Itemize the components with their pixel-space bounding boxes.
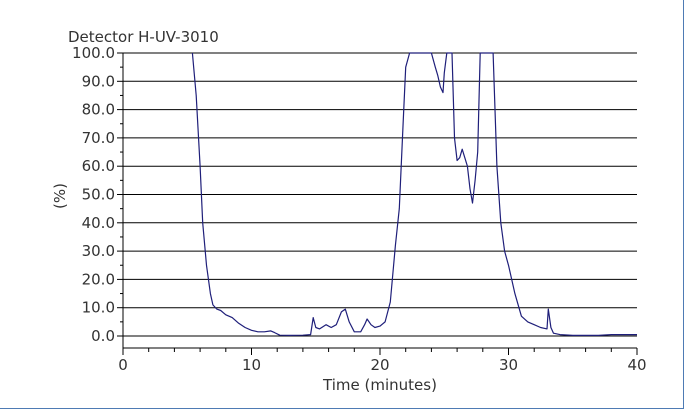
y-tick-label: 30.0 <box>82 242 115 260</box>
series-line <box>191 52 637 336</box>
x-tick-label: 40 <box>627 356 646 374</box>
y-tick-label: 70.0 <box>82 129 115 147</box>
y-tick-label: 60.0 <box>82 157 115 175</box>
y-axis: 0.0 10.0 20.0 30.0 40.0 50.0 60.0 70.0 80.0 90.0 1… <box>72 44 124 348</box>
x-axis: 0 10 20 30 40 <box>118 347 647 374</box>
y-tick-label: 90.0 <box>82 72 115 90</box>
y-tick-label: 0.0 <box>91 327 115 345</box>
y-tick-label: 80.0 <box>82 101 115 119</box>
x-axis-title: Time (minutes) <box>322 376 437 394</box>
x-tick-label: 0 <box>118 356 128 374</box>
series-group <box>191 52 637 336</box>
y-tick-label: 50.0 <box>82 186 115 204</box>
gridlines <box>123 52 637 337</box>
y-tick-label: 100.0 <box>72 44 115 62</box>
chart-title: Detector H-UV-3010 <box>68 28 219 46</box>
y-tick-label: 20.0 <box>82 270 115 288</box>
y-tick-label: 10.0 <box>82 299 115 317</box>
x-tick-label: 20 <box>370 356 389 374</box>
y-tick-label: 40.0 <box>82 214 115 232</box>
x-tick-label: 30 <box>499 356 518 374</box>
y-axis-title: (%) <box>51 183 69 209</box>
x-tick-label: 10 <box>242 356 261 374</box>
